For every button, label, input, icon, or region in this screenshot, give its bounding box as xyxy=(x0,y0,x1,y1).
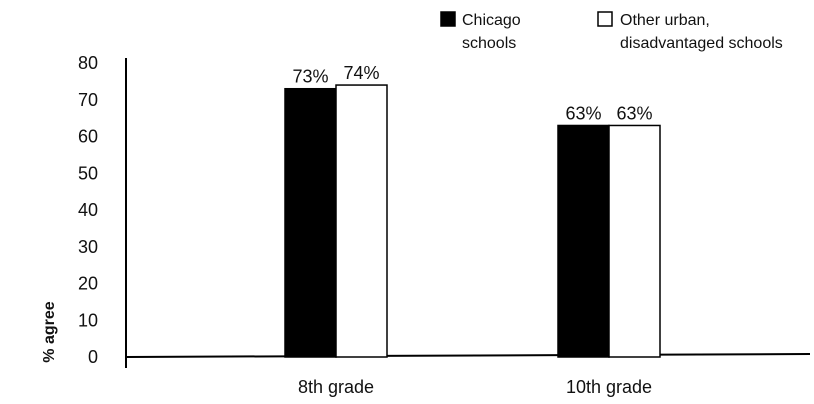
data-label: 63% xyxy=(565,103,601,123)
x-tick-labels: 8th grade 10th grade xyxy=(298,377,652,397)
bar-other-urban-10th xyxy=(608,124,661,358)
legend: Chicago schools Other urban, disadvantaged … xyxy=(440,11,783,52)
legend-label: Other urban, xyxy=(620,12,710,29)
bar-chicago-10th xyxy=(557,124,610,358)
bar-chicago-8th xyxy=(284,87,337,358)
data-label: 73% xyxy=(292,67,328,87)
x-tick-label: 8th grade xyxy=(298,377,374,397)
legend-swatch-other-urban xyxy=(597,11,613,27)
legend-swatch-chicago xyxy=(440,11,456,27)
y-tick-label: 70 xyxy=(78,90,98,110)
y-tick-label: 80 xyxy=(78,53,98,73)
y-tick-label: 30 xyxy=(78,237,98,257)
y-tick-labels: 0 10 20 30 40 50 60 70 80 xyxy=(78,53,98,367)
y-tick-label: 40 xyxy=(78,200,98,220)
y-tick-label: 0 xyxy=(88,347,98,367)
data-label: 74% xyxy=(343,63,379,83)
y-tick-label: 50 xyxy=(78,163,98,183)
legend-label: Chicago xyxy=(462,12,521,29)
x-tick-label: 10th grade xyxy=(566,377,652,397)
y-tick-label: 20 xyxy=(78,274,98,294)
data-labels: 73% 63% 74% 63% xyxy=(292,63,652,123)
legend-label: disadvantaged schools xyxy=(620,35,783,52)
axes xyxy=(125,58,811,368)
bar-other-urban-8th xyxy=(335,84,388,358)
bars xyxy=(284,84,661,358)
x-axis-line xyxy=(125,353,811,358)
data-label: 63% xyxy=(616,103,652,123)
y-tick-label: 60 xyxy=(78,127,98,147)
y-tick-label: 10 xyxy=(78,310,98,330)
legend-label: schools xyxy=(462,35,516,52)
y-axis-title: % agree xyxy=(41,301,58,362)
